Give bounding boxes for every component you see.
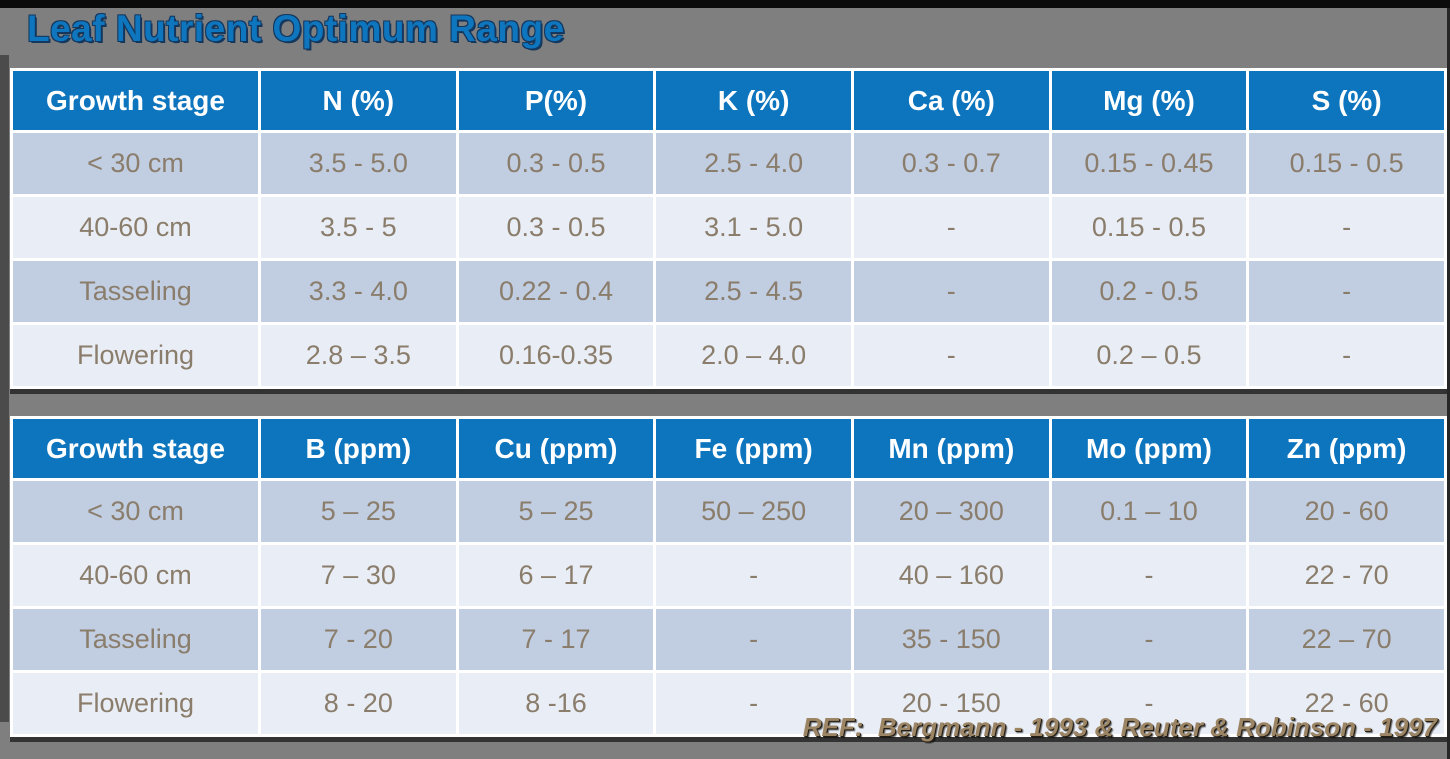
value-cell: 2.8 – 3.5 (258, 322, 459, 389)
row-label-cell: Flowering (10, 322, 261, 389)
column-header: Mn (ppm) (850, 416, 1052, 481)
row-label-cell: Tasseling (10, 258, 261, 325)
value-cell: - (850, 258, 1052, 325)
table-row: Flowering 2.8 – 3.5 0.16-0.35 2.0 – 4.0-0.2… (10, 322, 1447, 389)
reference-citation: REF: Bergmann - 1993 & Reuter & Robinson… (802, 712, 1437, 742)
right-edge-bar (1447, 8, 1450, 759)
value-cell: 20 - 60 (1246, 478, 1447, 545)
header-row: Growth stage N (%) P(%) K (%) Ca (%) Mg (%) S … (10, 68, 1447, 133)
value-cell: 3.1 - 5.0 (653, 194, 854, 261)
value-cell: 0.1 – 10 (1048, 478, 1250, 545)
value-cell: - (1246, 258, 1447, 325)
column-header: Zn (ppm) (1246, 416, 1447, 481)
value-cell: 0.2 - 0.5 (1048, 258, 1250, 325)
micronutrient-table: Growth stage B (ppm) Cu (ppm) Fe (ppm) Mn (p… (10, 416, 1447, 737)
value-cell: 0.3 - 0.5 (455, 194, 657, 261)
value-cell: 3.3 - 4.0 (258, 258, 459, 325)
value-cell: - (1246, 322, 1447, 389)
row-label-cell: < 30 cm (10, 130, 261, 197)
value-cell: 40 – 160 (850, 542, 1052, 609)
value-cell: 3.5 - 5.0 (258, 130, 459, 197)
value-cell: 22 – 70 (1246, 606, 1447, 673)
value-cell: 2.5 - 4.5 (653, 258, 854, 325)
value-cell: 0.16-0.35 (455, 322, 657, 389)
micronutrient-table-header: Growth stage B (ppm) Cu (ppm) Fe (ppm) Mn (p… (10, 416, 1447, 481)
macronutrient-table-body: < 30 cm 3.5 - 5.0 0.3 - 0.5 2.5 - 4.0 0.3 - … (10, 130, 1447, 389)
column-header: Cu (ppm) (455, 416, 657, 481)
value-cell: 22 - 70 (1246, 542, 1447, 609)
value-cell: 20 - 150 (850, 670, 1052, 737)
value-cell: - (1246, 194, 1447, 261)
value-cell: 7 - 20 (258, 606, 459, 673)
header-row: Growth stage B (ppm) Cu (ppm) Fe (ppm) Mn (p… (10, 416, 1447, 481)
left-edge-bar (0, 55, 9, 722)
column-header: Mo (ppm) (1048, 416, 1250, 481)
row-label-cell: < 30 cm (10, 478, 261, 545)
value-cell: - (1048, 606, 1250, 673)
row-label-cell: 40-60 cm (10, 542, 261, 609)
value-cell: 8 -16 (455, 670, 657, 737)
value-cell: 0.15 - 0.45 (1048, 130, 1250, 197)
column-header: K (%) (653, 68, 854, 133)
value-cell: 2.5 - 4.0 (653, 130, 854, 197)
macronutrient-table: Growth stage N (%) P(%) K (%) Ca (%) Mg (%) S … (10, 68, 1447, 389)
value-cell: 50 – 250 (653, 478, 854, 545)
value-cell: 5 – 25 (258, 478, 459, 545)
value-cell: 0.15 - 0.5 (1048, 194, 1250, 261)
value-cell: 0.3 - 0.7 (850, 130, 1052, 197)
column-header: B (ppm) (258, 416, 459, 481)
table-row: 40-60 cm 3.5 - 5 0.3 - 0.5 3.1 - 5.0-0.15 -… (10, 194, 1447, 261)
column-header: N (%) (258, 68, 459, 133)
row-label-cell: Flowering (10, 670, 261, 737)
value-cell: 5 – 25 (455, 478, 657, 545)
column-header: Mg (%) (1048, 68, 1250, 133)
table-row: 40-60 cm 7 – 30 6 – 17-40 – 160-22 - 70 (10, 542, 1447, 609)
column-header: Growth stage (10, 416, 261, 481)
value-cell: - (1048, 542, 1250, 609)
value-cell: - (1048, 670, 1250, 737)
value-cell: - (850, 194, 1052, 261)
value-cell: 8 - 20 (258, 670, 459, 737)
value-cell: 0.2 – 0.5 (1048, 322, 1250, 389)
top-edge-bar (0, 0, 1450, 8)
value-cell: 0.15 - 0.5 (1246, 130, 1447, 197)
value-cell: 20 – 300 (850, 478, 1052, 545)
column-header: P(%) (455, 68, 657, 133)
column-header: Fe (ppm) (653, 416, 854, 481)
value-cell: 0.22 - 0.4 (455, 258, 657, 325)
column-header: Growth stage (10, 68, 261, 133)
row-label-cell: Tasseling (10, 606, 261, 673)
value-cell: 7 – 30 (258, 542, 459, 609)
table-row: < 30 cm 3.5 - 5.0 0.3 - 0.5 2.5 - 4.0 0.3 - … (10, 130, 1447, 197)
page-title: Leaf Nutrient Optimum Range (27, 8, 565, 49)
column-header: S (%) (1246, 68, 1447, 133)
column-header: Ca (%) (850, 68, 1052, 133)
value-cell: - (653, 670, 854, 737)
table-row: < 30 cm 5 – 25 5 – 25 50 – 250 20 – 300 0.1 –… (10, 478, 1447, 545)
value-cell: 22 - 60 (1246, 670, 1447, 737)
value-cell: 6 – 17 (455, 542, 657, 609)
table-row: Flowering 8 - 20 8 -16-20 - 150-22 - 60 (10, 670, 1447, 737)
table-row: Tasseling 3.3 - 4.0 0.22 - 0.4 2.5 - 4.5-0.… (10, 258, 1447, 325)
value-cell: 0.3 - 0.5 (455, 130, 657, 197)
micronutrient-table-body: < 30 cm 5 – 25 5 – 25 50 – 250 20 – 300 0.1 –… (10, 478, 1447, 737)
value-cell: 3.5 - 5 (258, 194, 459, 261)
value-cell: - (653, 606, 854, 673)
value-cell: 35 - 150 (850, 606, 1052, 673)
table-row: Tasseling 7 - 20 7 - 17-35 - 150-22 – 70 (10, 606, 1447, 673)
row-label-cell: 40-60 cm (10, 194, 261, 261)
macronutrient-table-header: Growth stage N (%) P(%) K (%) Ca (%) Mg (%) S … (10, 68, 1447, 133)
value-cell: 2.0 – 4.0 (653, 322, 854, 389)
value-cell: - (653, 542, 854, 609)
value-cell: - (850, 322, 1052, 389)
value-cell: 7 - 17 (455, 606, 657, 673)
